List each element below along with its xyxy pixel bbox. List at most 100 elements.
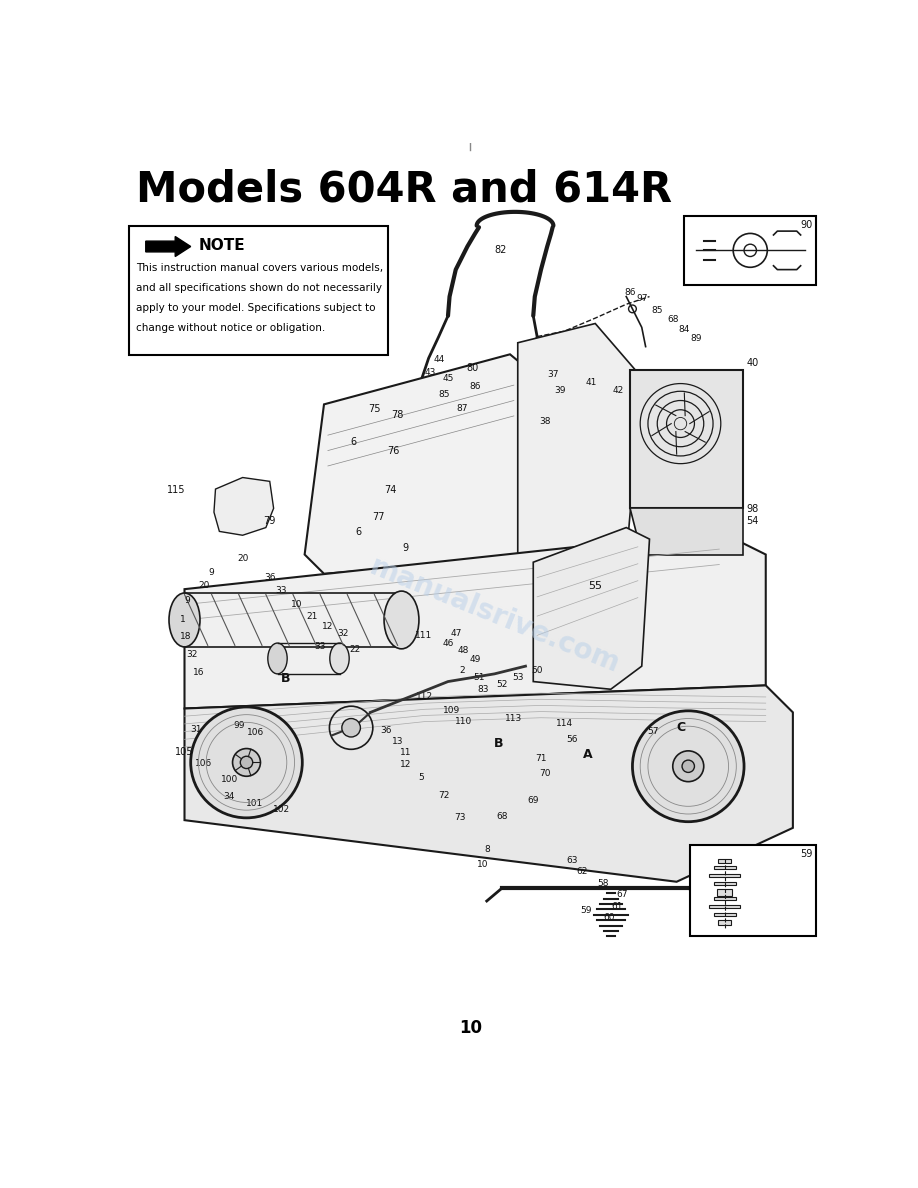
Text: 48: 48 — [458, 646, 469, 656]
Circle shape — [673, 751, 704, 782]
Text: 18: 18 — [180, 632, 192, 642]
Text: 40: 40 — [746, 358, 758, 368]
Bar — [714, 897, 735, 901]
Text: 9: 9 — [184, 596, 190, 605]
Text: 105: 105 — [175, 747, 194, 757]
Text: 12: 12 — [399, 760, 411, 769]
Text: 75: 75 — [368, 404, 381, 415]
Text: 67: 67 — [617, 890, 628, 899]
Text: 33: 33 — [275, 586, 287, 595]
Text: 52: 52 — [497, 681, 508, 689]
Text: 50: 50 — [532, 665, 543, 675]
Text: 9: 9 — [402, 543, 409, 552]
Text: 41: 41 — [586, 378, 597, 387]
Text: 56: 56 — [566, 735, 577, 744]
Text: B: B — [281, 671, 290, 684]
Text: 101: 101 — [246, 800, 263, 808]
Polygon shape — [146, 236, 191, 257]
Text: 9: 9 — [208, 568, 215, 576]
Circle shape — [341, 719, 361, 737]
Text: 59: 59 — [800, 848, 812, 859]
Polygon shape — [185, 685, 793, 881]
Text: 70: 70 — [539, 770, 551, 778]
Circle shape — [191, 707, 302, 817]
Text: 87: 87 — [456, 404, 467, 412]
Text: 36: 36 — [264, 573, 275, 582]
Text: 10: 10 — [477, 860, 488, 870]
Circle shape — [241, 757, 252, 769]
Text: 10: 10 — [291, 600, 303, 609]
Text: 53: 53 — [512, 674, 523, 682]
Circle shape — [633, 710, 744, 822]
Text: 90: 90 — [800, 220, 812, 229]
Text: 34: 34 — [224, 791, 235, 801]
Text: 43: 43 — [424, 368, 436, 377]
Text: 47: 47 — [450, 630, 462, 638]
Text: 97: 97 — [636, 295, 647, 303]
Bar — [719, 859, 731, 864]
Text: 86: 86 — [469, 383, 481, 391]
Text: 77: 77 — [372, 512, 385, 522]
Text: 84: 84 — [678, 326, 690, 334]
Bar — [719, 921, 731, 925]
Text: 32: 32 — [186, 650, 198, 659]
Text: 86: 86 — [624, 289, 636, 297]
Bar — [710, 905, 740, 908]
Text: 114: 114 — [555, 720, 573, 728]
Text: 111: 111 — [415, 631, 431, 640]
Text: 106: 106 — [247, 728, 264, 738]
Text: 115: 115 — [167, 485, 185, 495]
Text: 55: 55 — [588, 581, 602, 592]
Polygon shape — [518, 323, 642, 581]
Text: 8: 8 — [484, 845, 489, 854]
Text: 59: 59 — [580, 905, 592, 915]
Text: 78: 78 — [391, 410, 404, 421]
Text: 73: 73 — [453, 813, 465, 822]
Text: 46: 46 — [442, 639, 453, 647]
Text: 80: 80 — [466, 364, 479, 373]
Text: 38: 38 — [539, 417, 551, 425]
Text: 31: 31 — [190, 725, 202, 734]
Text: 6: 6 — [356, 527, 362, 537]
Polygon shape — [185, 531, 766, 708]
Text: apply to your model. Specifications subject to: apply to your model. Specifications subj… — [137, 303, 376, 312]
Text: 20: 20 — [198, 581, 209, 589]
Text: 98: 98 — [746, 504, 758, 514]
Text: 68: 68 — [497, 811, 508, 821]
Polygon shape — [630, 508, 743, 555]
Text: 36: 36 — [380, 726, 392, 734]
Polygon shape — [305, 354, 533, 574]
Text: 37: 37 — [547, 371, 558, 379]
Text: 39: 39 — [554, 386, 566, 394]
Text: 85: 85 — [652, 307, 663, 315]
Text: change without notice or obligation.: change without notice or obligation. — [137, 323, 326, 333]
Text: 51: 51 — [474, 674, 485, 682]
Text: 2: 2 — [459, 666, 465, 675]
Text: 20: 20 — [237, 554, 248, 563]
Text: 21: 21 — [307, 612, 318, 620]
Bar — [689, 845, 816, 936]
Text: 60: 60 — [603, 914, 615, 922]
Ellipse shape — [169, 593, 200, 647]
Bar — [710, 874, 740, 877]
Text: 113: 113 — [505, 714, 522, 723]
Text: 76: 76 — [387, 447, 400, 456]
Text: A: A — [583, 748, 592, 762]
Text: 112: 112 — [416, 693, 433, 701]
Text: 85: 85 — [439, 390, 450, 399]
Text: 83: 83 — [477, 684, 488, 694]
Text: 89: 89 — [690, 334, 701, 343]
Text: 69: 69 — [528, 796, 539, 805]
Text: 1: 1 — [180, 615, 185, 625]
Text: Models 604R and 614R: Models 604R and 614R — [137, 169, 673, 210]
Text: 16: 16 — [193, 668, 204, 677]
Text: 63: 63 — [566, 855, 577, 865]
Text: 5: 5 — [418, 773, 424, 783]
Text: 44: 44 — [433, 355, 444, 364]
Text: 33: 33 — [314, 643, 326, 651]
Text: 6: 6 — [351, 437, 356, 447]
Text: 61: 61 — [611, 902, 622, 911]
Text: 49: 49 — [469, 656, 481, 664]
Text: 54: 54 — [746, 516, 759, 526]
Text: 106: 106 — [196, 759, 212, 769]
